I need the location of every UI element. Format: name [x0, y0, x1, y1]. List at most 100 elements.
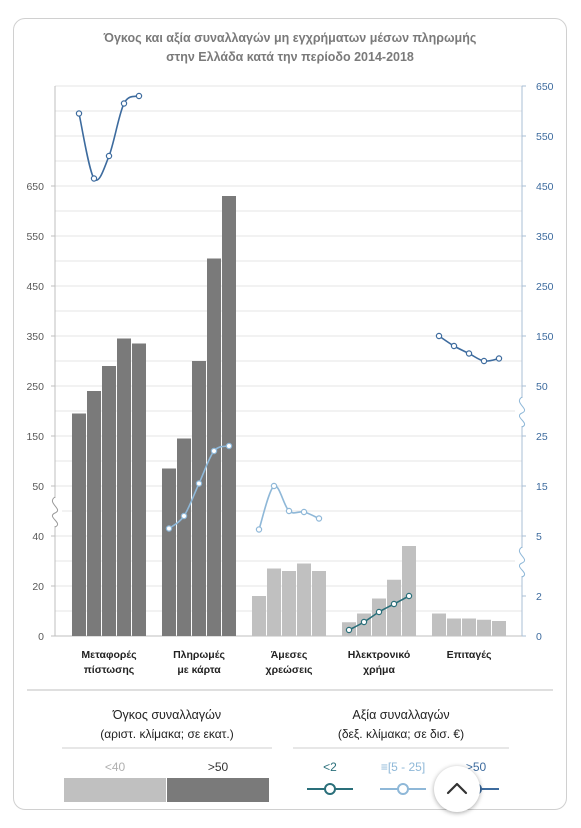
- legend-volume-title: Όγκος συναλλαγών: [112, 708, 221, 722]
- right-axis-break-upper-mask: [515, 398, 529, 426]
- value-point: [390, 600, 398, 608]
- category-label: χρήμα: [363, 664, 395, 676]
- value-point: [465, 350, 473, 357]
- bar: [312, 571, 326, 636]
- left-tick-label: 550: [26, 231, 44, 243]
- value-point: [75, 110, 83, 117]
- value-point: [495, 355, 503, 362]
- legend-marker: [397, 783, 409, 795]
- right-tick-label: 15: [536, 481, 548, 493]
- left-tick-label: 50: [32, 481, 44, 493]
- legend-value-subtitle: (δεξ. κλίμακα; σε δισ. €): [338, 727, 464, 741]
- value-point: [315, 515, 323, 522]
- legend-volume-item-label: <40: [105, 760, 126, 774]
- bar: [372, 598, 386, 636]
- right-tick-label: 5: [536, 531, 542, 543]
- scroll-to-top-button[interactable]: [434, 766, 480, 812]
- bar: [132, 343, 146, 636]
- chart-title-line-1: Όγκος και αξία συναλλαγών μη εγχρήματων …: [103, 31, 477, 45]
- left-tick-label: 650: [26, 181, 44, 193]
- value-point: [225, 442, 233, 450]
- legend-value-item-label: ≡[5 - 25]: [381, 760, 425, 774]
- legend: Όγκος συναλλαγών (αριστ. κλίμακα; σε εκατ…: [27, 689, 553, 802]
- left-tick-label: 40: [32, 531, 44, 543]
- right-tick-label: 50: [536, 381, 548, 393]
- bar: [177, 438, 191, 636]
- bar: [87, 391, 101, 636]
- right-tick-label: 350: [536, 231, 554, 243]
- left-tick-label: 250: [26, 381, 44, 393]
- value-point: [285, 507, 293, 515]
- right-tick-label: 550: [536, 131, 554, 143]
- bar: [222, 196, 236, 636]
- legend-swatch-large: [167, 778, 269, 802]
- category-label: Πληρωμές: [173, 649, 225, 661]
- value-point: [345, 626, 353, 634]
- right-tick-label: 650: [536, 81, 554, 93]
- bar: [72, 413, 86, 636]
- category-label: Μεταφορές: [81, 649, 137, 661]
- category-label: Επιταγές: [447, 649, 492, 661]
- value-point: [375, 608, 383, 616]
- bar: [282, 571, 296, 636]
- left-tick-label: 150: [26, 431, 44, 443]
- value-point: [270, 482, 278, 490]
- bar: [207, 258, 221, 636]
- bar: [402, 546, 416, 636]
- value-point: [255, 526, 263, 533]
- bar: [387, 579, 401, 636]
- value-point: [180, 512, 188, 520]
- category-label: Άμεσες: [271, 649, 308, 661]
- right-axis-break-lower: [518, 546, 526, 578]
- value-point: [105, 152, 113, 160]
- value-point: [450, 342, 458, 350]
- bar: [477, 619, 491, 636]
- value-line: [78, 95, 140, 181]
- bar: [432, 613, 446, 636]
- right-axis-break-upper: [518, 396, 526, 428]
- value-point: [435, 332, 443, 340]
- right-tick-label: 25: [536, 431, 548, 443]
- bar: [462, 618, 476, 636]
- legend-swatch-small: [64, 778, 166, 802]
- left-tick-label: 350: [26, 331, 44, 343]
- bar: [492, 621, 506, 636]
- value-point: [360, 618, 368, 626]
- legend-volume-subtitle: (αριστ. κλίμακα; σε εκατ.): [100, 727, 234, 741]
- left-tick-label: 0: [38, 631, 44, 643]
- value-point: [405, 592, 413, 600]
- bar: [267, 568, 281, 636]
- bars: [72, 196, 506, 636]
- value-point: [120, 100, 128, 107]
- right-tick-label: 250: [536, 281, 554, 293]
- bar: [102, 366, 116, 636]
- left-axis-break-mask: [48, 498, 62, 526]
- chevron-up-icon: [446, 782, 468, 795]
- bar: [297, 563, 311, 636]
- bar: [162, 468, 176, 636]
- value-lines: [75, 92, 503, 634]
- legend-marker: [324, 783, 336, 795]
- bar: [447, 618, 461, 636]
- category-label: πίστωσης: [84, 664, 135, 676]
- right-tick-label: 2: [536, 591, 542, 603]
- right-tick-label: 150: [536, 331, 554, 343]
- right-tick-label: 450: [536, 181, 554, 193]
- bar: [117, 338, 131, 636]
- value-point: [165, 525, 173, 532]
- value-point: [90, 175, 98, 182]
- value-point: [210, 447, 218, 455]
- category-labels: Μεταφορές πίστωσης Πληρωμές με κάρτα Άμεσες χ…: [81, 649, 492, 676]
- value-line: [438, 335, 500, 362]
- legend-value-item-label: <2: [323, 760, 337, 774]
- category-label: Ηλεκτρονικό: [348, 649, 411, 661]
- left-axis-break: [51, 496, 59, 528]
- bar: [192, 361, 206, 636]
- value-line: [258, 485, 320, 530]
- left-tick-label: 20: [32, 581, 44, 593]
- value-point: [300, 508, 308, 516]
- value-point: [480, 357, 488, 365]
- legend-volume-item-label: >50: [208, 760, 229, 774]
- category-label: με κάρτα: [177, 664, 221, 676]
